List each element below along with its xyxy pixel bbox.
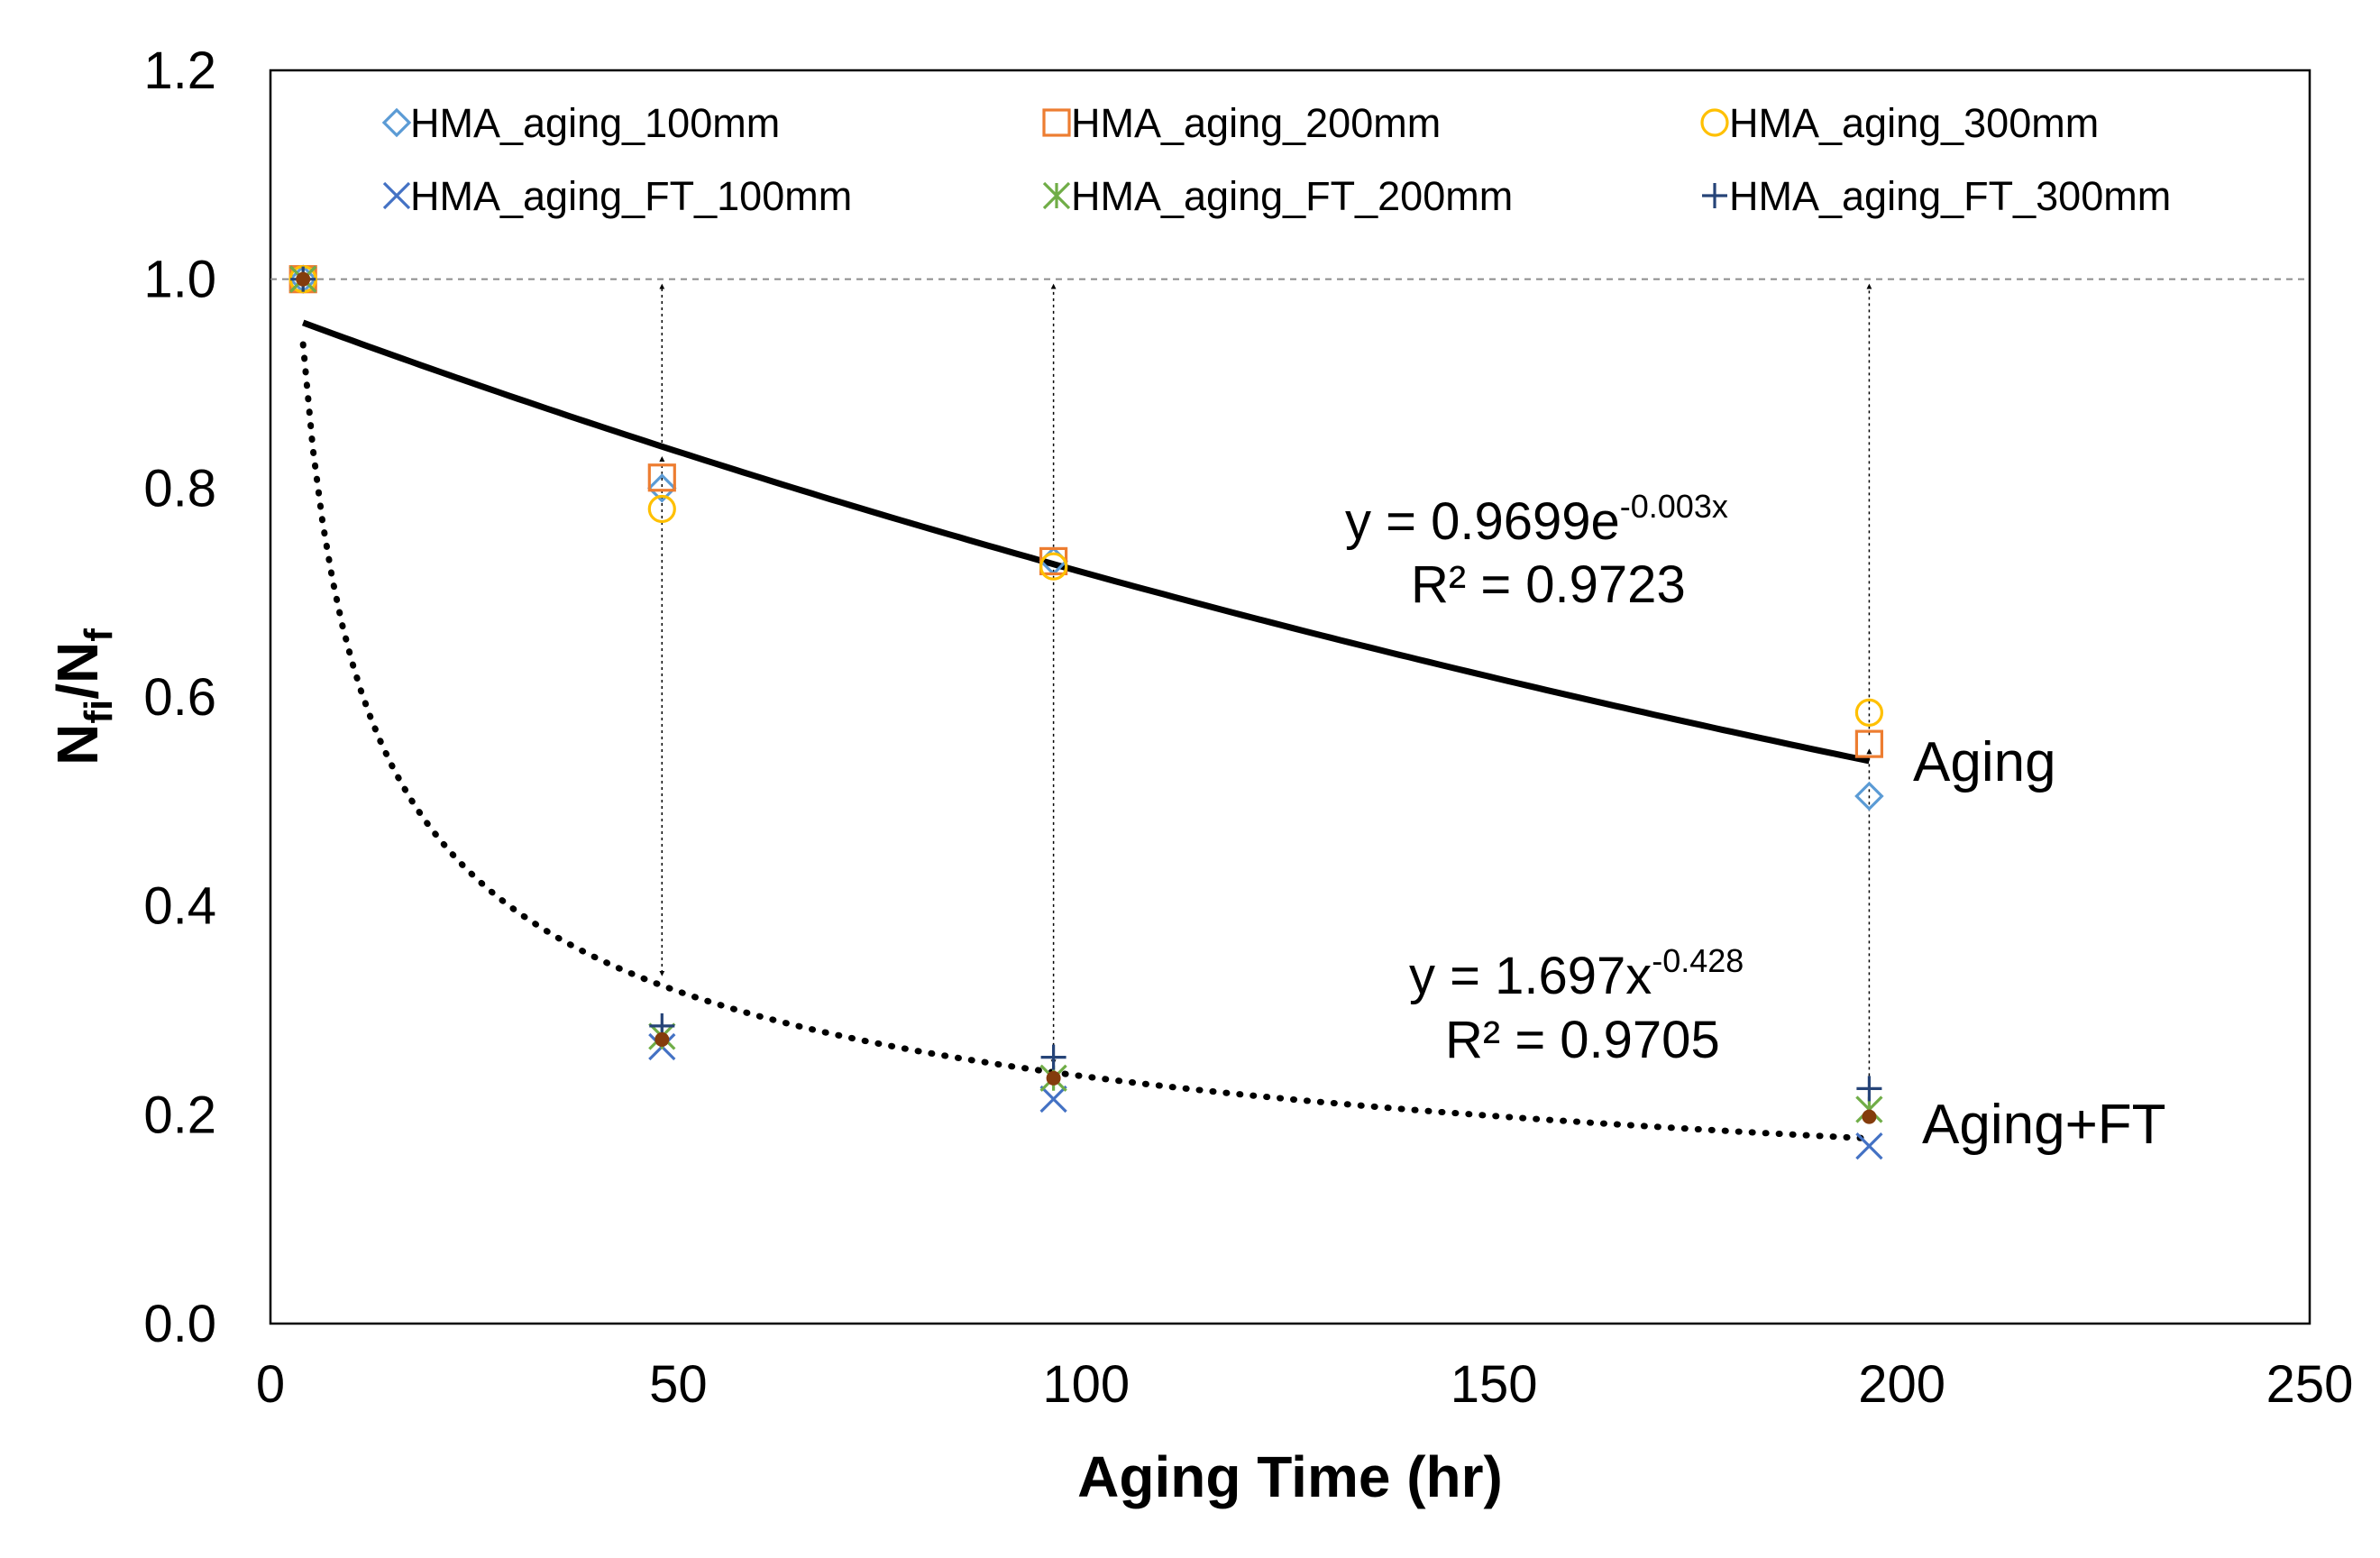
y-tick-label: 1.2: [143, 41, 216, 100]
y-tick-label: 0.8: [143, 459, 216, 518]
y-axis-title: Nfi/Nf: [45, 628, 121, 765]
point-hma-aging-ft-100mm: [1855, 1132, 1883, 1160]
average-point: [1862, 1109, 1877, 1124]
legend-marker-square: [1042, 108, 1071, 137]
aging-ft-label: Aging+FT: [1922, 1094, 2166, 1156]
trendlines: [299, 319, 1872, 1142]
x-tick-label: 200: [1858, 1355, 1945, 1414]
legend-marker-shape: [1042, 108, 1071, 137]
point-hma-aging-200mm: [1854, 729, 1884, 758]
aging-label: Aging: [1913, 731, 2056, 793]
aging-ft-equation: y = 1.697x-0.428: [1409, 942, 1744, 1005]
point-hma-aging-ft-300mm: [1856, 1076, 1882, 1102]
x-tick-label: 50: [649, 1355, 708, 1414]
point-hma-aging-ft-100mm: [1039, 1085, 1067, 1114]
y-tick-label: 0.6: [143, 668, 216, 727]
legend-marker-plus: [1702, 183, 1727, 208]
point-hma-aging-200mm: [647, 463, 676, 492]
legend-marker-star: [1042, 181, 1071, 210]
average-point: [1046, 1070, 1061, 1086]
x-axis-title: Aging Time (hr): [1077, 1444, 1503, 1509]
legend-marker-diamond: [381, 107, 412, 138]
legend-label-hma-aging-200mm: HMA_aging_200mm: [1071, 100, 1441, 146]
point-hma-aging-300mm: [647, 494, 676, 524]
x-tick-label: 150: [1451, 1355, 1538, 1414]
data-points: [288, 264, 1884, 1160]
legend: HMA_aging_100mm HMA_aging_200mm HMA_agin…: [381, 100, 2171, 219]
point-hma-aging-300mm: [1039, 552, 1068, 581]
legend-marker-shape: [1042, 181, 1071, 210]
drop-arrows: [659, 283, 1872, 1113]
aging-trendline: [301, 319, 1871, 765]
y-tick-label: 0.2: [143, 1086, 216, 1144]
aging-ft-r-squared: R² = 0.9705: [1445, 1011, 1720, 1069]
legend-marker-shape: [382, 181, 411, 210]
legend-marker-shape: [1700, 108, 1729, 137]
aging-equation: y = 0.9699e-0.003x: [1345, 488, 1728, 551]
legend-label-hma-aging-ft-100mm: HMA_aging_FT_100mm: [410, 173, 852, 219]
legend-marker-shape: [381, 107, 412, 138]
aging-r-squared: R² = 0.9723: [1411, 555, 1686, 614]
legend-marker-shape: [1702, 183, 1727, 208]
legend-marker-circle: [1700, 108, 1729, 137]
x-tick-label: 100: [1042, 1355, 1130, 1414]
legend-label-hma-aging-300mm: HMA_aging_300mm: [1729, 100, 2099, 146]
legend-label-hma-aging-ft-200mm: HMA_aging_FT_200mm: [1071, 173, 1513, 219]
legend-marker-x: [382, 181, 411, 210]
y-tick-label: 0.0: [143, 1295, 216, 1353]
average-point: [296, 271, 311, 287]
y-tick-label: 1.0: [143, 251, 216, 309]
legend-label-hma-aging-100mm: HMA_aging_100mm: [410, 100, 780, 146]
legend-label-hma-aging-ft-300mm: HMA_aging_FT_300mm: [1729, 173, 2171, 219]
point-hma-aging-100mm: [1854, 781, 1884, 811]
point-hma-aging-100mm: [647, 473, 677, 503]
point-hma-aging-300mm: [1854, 698, 1884, 727]
x-tick-label: 0: [256, 1355, 285, 1414]
point-hma-aging-ft-300mm: [1040, 1044, 1066, 1070]
x-tick-label: 250: [2266, 1355, 2354, 1414]
y-tick-label: 0.4: [143, 877, 216, 936]
average-point: [654, 1031, 670, 1047]
axis-ticks: 0 50 100 150 200 250 0.0 0.2 0.4 0.6 0.8 1.0 1.2: [143, 41, 2353, 1414]
